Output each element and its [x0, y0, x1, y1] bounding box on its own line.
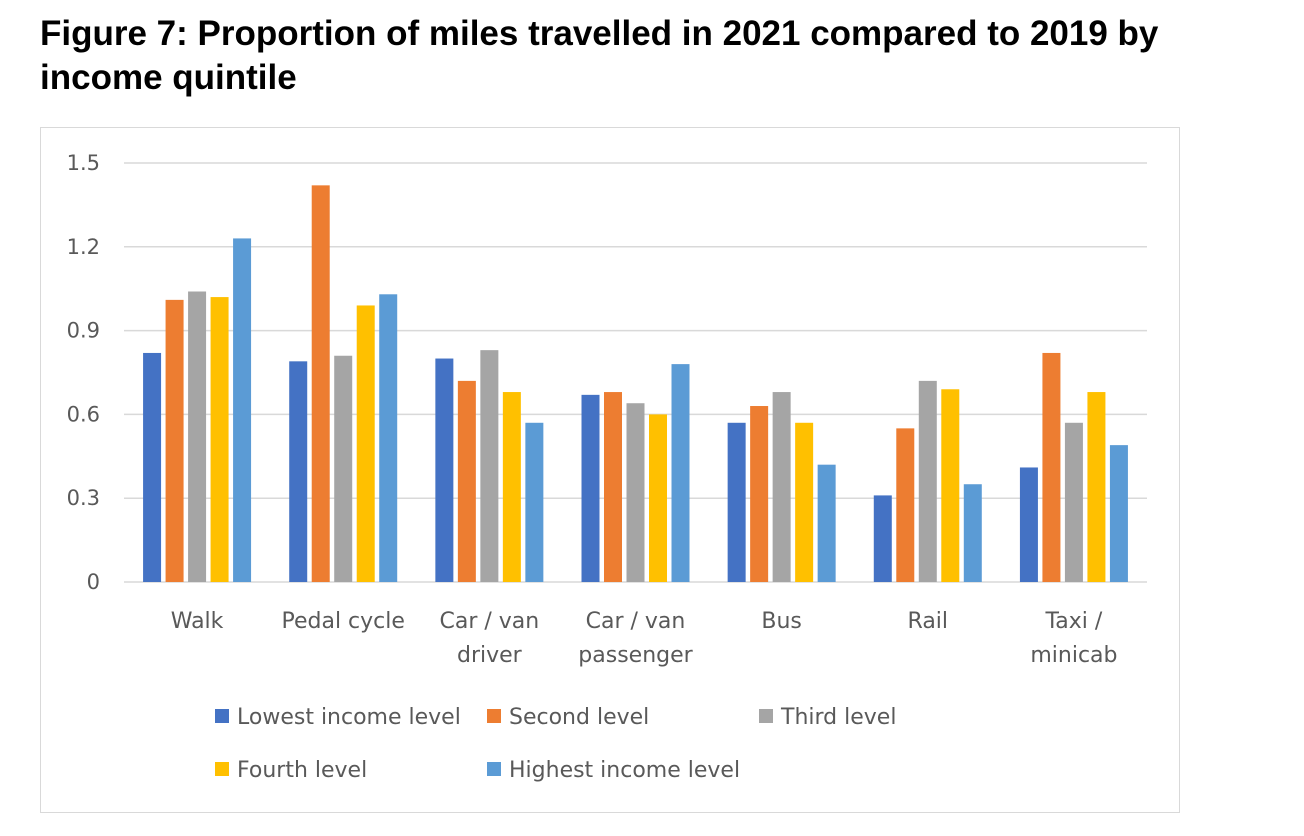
legend-swatch	[487, 709, 501, 723]
bar	[356, 305, 375, 582]
legend-label: Second level	[509, 705, 649, 730]
bar	[1087, 392, 1106, 582]
bar	[502, 392, 521, 582]
bar	[626, 403, 645, 582]
bar	[210, 297, 229, 582]
bar	[379, 294, 398, 582]
bar	[581, 394, 600, 582]
legend-label: Fourth level	[237, 758, 367, 783]
bar	[165, 299, 184, 582]
x-category-label: passenger	[578, 643, 693, 668]
bar	[649, 414, 667, 582]
x-category-label: Car / van	[586, 609, 686, 634]
y-tick-label: 1.2	[67, 235, 100, 259]
bar	[1109, 445, 1128, 582]
legend-swatch	[759, 709, 773, 723]
bar	[480, 350, 499, 582]
bar	[795, 422, 814, 582]
bar	[525, 422, 544, 582]
bar	[671, 364, 690, 582]
bar	[772, 392, 791, 582]
bar	[1042, 352, 1061, 582]
bar	[334, 355, 353, 582]
legend-label: Third level	[780, 705, 896, 730]
y-tick-label: 1.5	[67, 151, 100, 175]
bar	[604, 392, 622, 582]
bar	[941, 389, 960, 582]
y-tick-label: 0.3	[67, 486, 100, 510]
legend-swatch	[215, 762, 229, 776]
bar	[727, 422, 746, 582]
x-category-label: Bus	[761, 609, 802, 634]
x-category-label: driver	[457, 643, 523, 668]
x-category-label: Car / van	[439, 609, 539, 634]
bar	[918, 380, 937, 582]
bar	[435, 358, 454, 582]
bar	[896, 428, 915, 582]
bar	[817, 464, 836, 582]
legend-swatch	[487, 762, 501, 776]
x-category-label: Rail	[908, 609, 949, 634]
x-category-label: minicab	[1030, 643, 1117, 668]
legend-label: Lowest income level	[237, 705, 461, 730]
bar	[233, 238, 252, 583]
bar	[143, 352, 162, 582]
bar	[963, 484, 982, 582]
bar	[750, 406, 769, 582]
y-tick-label: 0	[87, 570, 100, 594]
figure-title: Figure 7: Proportion of miles travelled …	[40, 14, 1159, 97]
bar	[1064, 422, 1083, 582]
legend-swatch	[215, 709, 229, 723]
bar	[289, 361, 308, 582]
x-category-label: Pedal cycle	[281, 609, 404, 634]
bar	[457, 380, 476, 582]
bar	[311, 185, 330, 582]
legend-label: Highest income level	[509, 758, 740, 783]
y-tick-label: 0.6	[67, 402, 100, 426]
x-category-label: Taxi /	[1045, 609, 1103, 634]
y-tick-label: 0.9	[67, 319, 100, 343]
x-category-label: Walk	[171, 609, 224, 634]
bar	[873, 495, 892, 582]
bar	[188, 291, 207, 582]
bar	[1019, 467, 1038, 582]
